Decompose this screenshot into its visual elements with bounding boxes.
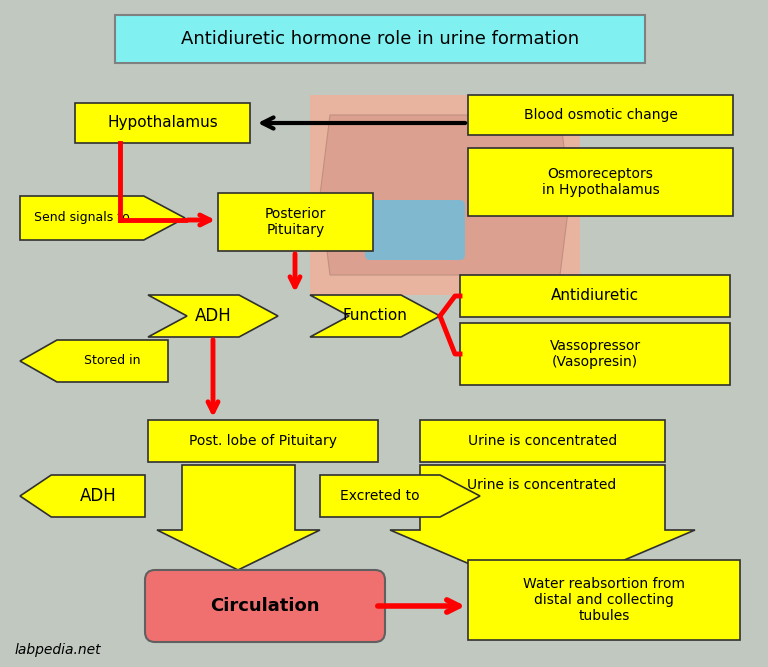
Text: Excreted to: Excreted to bbox=[340, 489, 420, 503]
Text: Hypothalamus: Hypothalamus bbox=[107, 115, 218, 131]
FancyBboxPatch shape bbox=[468, 560, 740, 640]
Polygon shape bbox=[20, 340, 168, 382]
FancyBboxPatch shape bbox=[218, 193, 373, 251]
Text: Vassopressor
(Vasopresin): Vassopressor (Vasopresin) bbox=[549, 339, 641, 369]
FancyBboxPatch shape bbox=[420, 420, 665, 462]
Polygon shape bbox=[148, 295, 278, 337]
Text: Stored in: Stored in bbox=[84, 354, 141, 368]
Text: Post. lobe of Pituitary: Post. lobe of Pituitary bbox=[189, 434, 337, 448]
Polygon shape bbox=[320, 475, 480, 517]
Text: Send signals to: Send signals to bbox=[34, 211, 130, 225]
Text: ADH: ADH bbox=[194, 307, 231, 325]
Polygon shape bbox=[310, 295, 440, 337]
Text: Water reabsortion from
distal and collecting
tubules: Water reabsortion from distal and collec… bbox=[523, 577, 685, 623]
Text: Urine is concentrated: Urine is concentrated bbox=[468, 434, 617, 448]
Polygon shape bbox=[20, 196, 185, 240]
Text: Antidiuretic: Antidiuretic bbox=[551, 289, 639, 303]
Text: ADH: ADH bbox=[80, 487, 117, 505]
Text: Antidiuretic hormone role in urine formation: Antidiuretic hormone role in urine forma… bbox=[181, 30, 579, 48]
FancyBboxPatch shape bbox=[145, 570, 385, 642]
Text: Posterior
Pituitary: Posterior Pituitary bbox=[265, 207, 326, 237]
FancyBboxPatch shape bbox=[468, 148, 733, 216]
Polygon shape bbox=[320, 115, 570, 275]
FancyBboxPatch shape bbox=[148, 420, 378, 462]
FancyBboxPatch shape bbox=[310, 95, 580, 295]
Text: Blood osmotic change: Blood osmotic change bbox=[524, 108, 677, 122]
Text: Osmoreceptors
in Hypothalamus: Osmoreceptors in Hypothalamus bbox=[541, 167, 660, 197]
FancyBboxPatch shape bbox=[468, 95, 733, 135]
Text: Circulation: Circulation bbox=[210, 597, 319, 615]
Text: labpedia.net: labpedia.net bbox=[15, 643, 101, 657]
Text: Function: Function bbox=[343, 309, 408, 323]
Polygon shape bbox=[390, 465, 695, 595]
FancyBboxPatch shape bbox=[365, 200, 465, 260]
FancyBboxPatch shape bbox=[460, 275, 730, 317]
Text: Urine is concentrated: Urine is concentrated bbox=[468, 478, 617, 492]
FancyBboxPatch shape bbox=[460, 323, 730, 385]
Polygon shape bbox=[157, 465, 320, 570]
FancyBboxPatch shape bbox=[75, 103, 250, 143]
Polygon shape bbox=[20, 475, 145, 517]
FancyBboxPatch shape bbox=[115, 15, 645, 63]
